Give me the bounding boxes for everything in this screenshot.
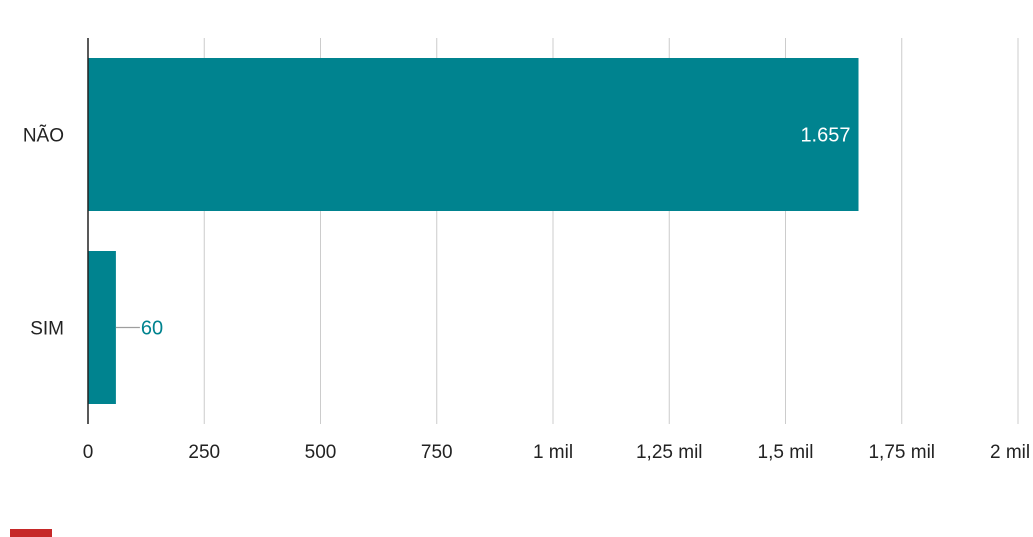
category-label: NÃO — [23, 125, 64, 147]
x-tick-label: 500 — [305, 442, 337, 463]
bar-nao — [88, 58, 859, 211]
x-tick-label: 2 mil — [990, 442, 1030, 463]
x-tick-label: 1,25 mil — [636, 442, 703, 463]
x-tick-label: 750 — [421, 442, 453, 463]
x-tick-label: 1,5 mil — [758, 442, 814, 463]
x-tick-label: 0 — [83, 442, 94, 463]
x-tick-label: 250 — [188, 442, 220, 463]
x-tick-label: 1,75 mil — [868, 442, 935, 463]
legend-swatch — [10, 529, 52, 537]
bar-sim — [88, 251, 116, 404]
x-tick-label: 1 mil — [533, 442, 573, 463]
category-label: SIM — [30, 319, 64, 340]
data-label: 1.657 — [800, 125, 850, 147]
data-label: 60 — [141, 318, 163, 340]
